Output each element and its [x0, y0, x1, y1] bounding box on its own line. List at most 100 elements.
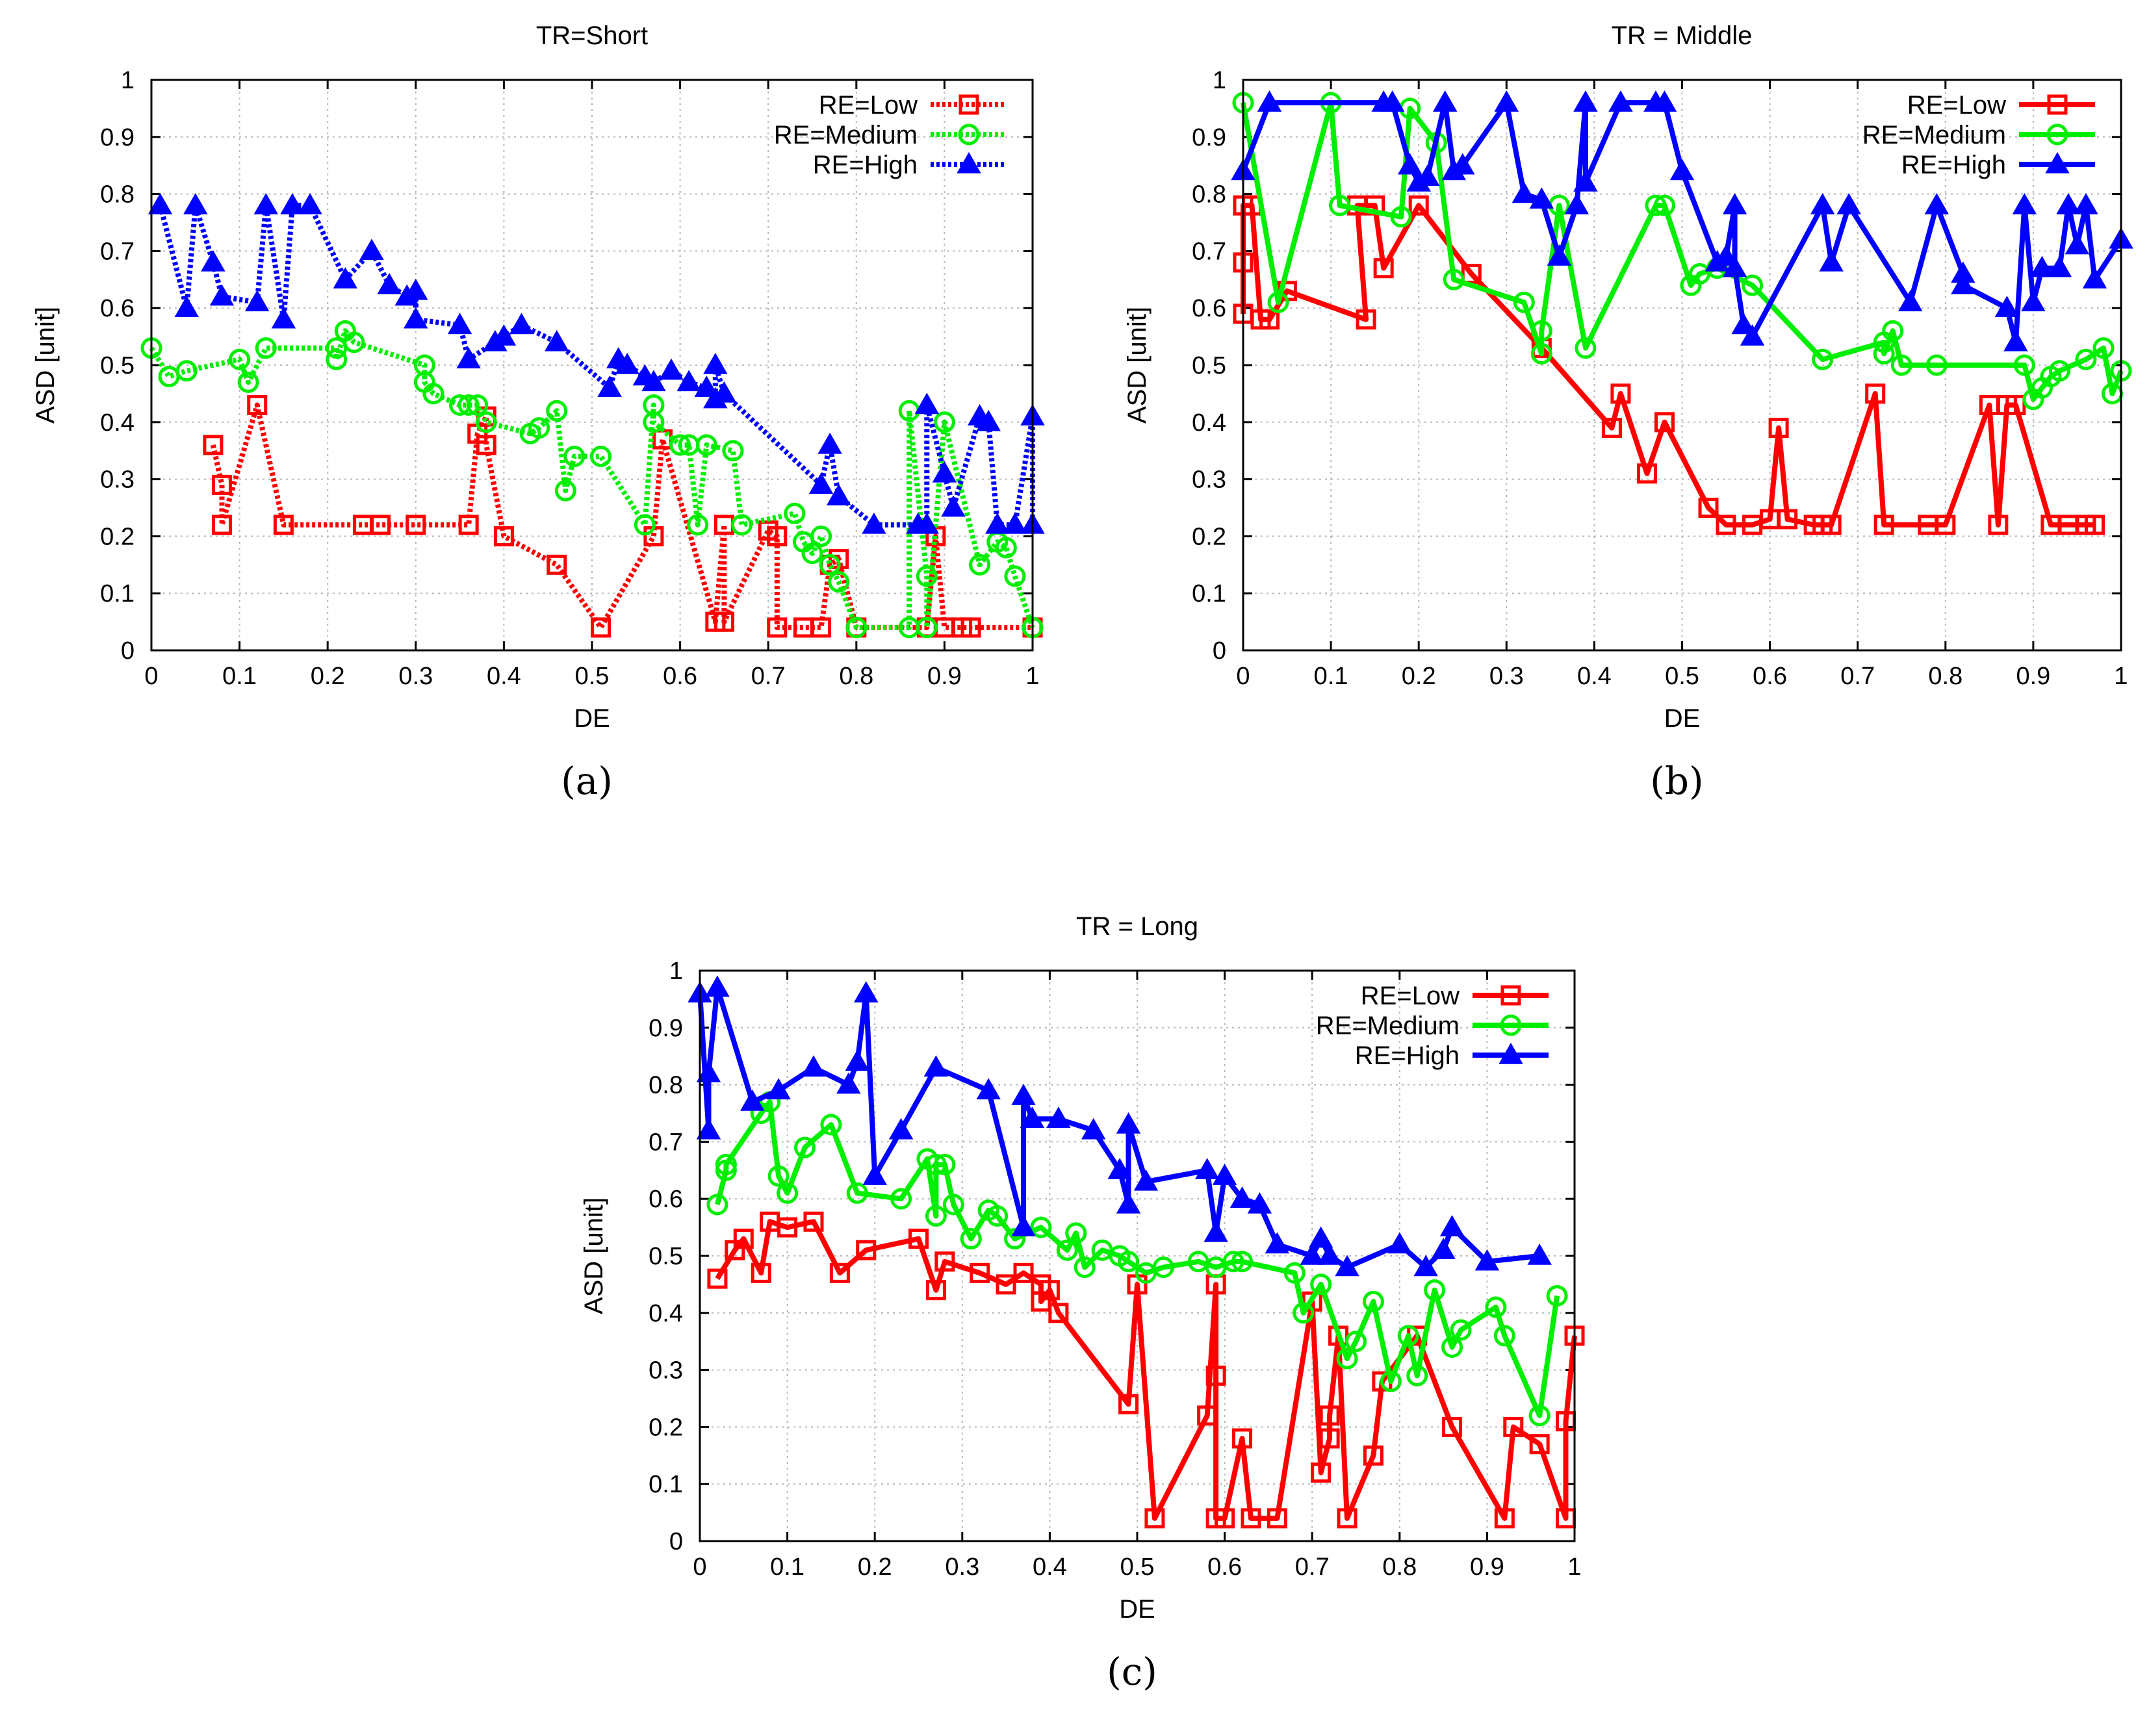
data-point [447, 313, 472, 335]
data-point [714, 515, 734, 535]
x-axis-label: DE [1664, 704, 1701, 733]
data-point [1608, 90, 1633, 112]
data-point [854, 981, 879, 1002]
data-point [715, 1159, 737, 1181]
legend-label: RE=Medium [1862, 121, 2006, 149]
data-point [1144, 1508, 1165, 1529]
y-tick-label: 0.7 [1192, 238, 1226, 265]
data-point [767, 1165, 790, 1187]
y-tick-label: 0.1 [100, 580, 135, 607]
legend-label: RE=Medium [774, 121, 918, 149]
series-re-high [688, 975, 1552, 1277]
data-point [273, 515, 294, 535]
data-point [1768, 418, 1789, 439]
data-point [1336, 1347, 1358, 1370]
y-tick-label: 0.5 [649, 1243, 683, 1270]
data-point [1257, 90, 1282, 112]
data-point [846, 1182, 868, 1204]
data-point [767, 617, 788, 638]
data-point [1408, 195, 1429, 216]
data-point [1212, 1164, 1237, 1185]
data-point [591, 617, 611, 638]
data-point [1988, 515, 2009, 535]
data-point [590, 445, 612, 467]
data-point [1882, 320, 1904, 342]
data-point [1819, 249, 1844, 272]
data-point [1529, 1434, 1550, 1455]
x-tick-label: 0.8 [839, 663, 873, 690]
y-tick-label: 0.3 [100, 466, 135, 494]
data-point [996, 1274, 1016, 1295]
data-point [1004, 565, 1026, 587]
data-point [914, 392, 940, 415]
data-point [1267, 1508, 1287, 1529]
legend-marker [1500, 1014, 1522, 1036]
x-axis-label: DE [574, 704, 610, 733]
data-point [404, 307, 428, 329]
data-point [942, 1194, 964, 1216]
data-point [1722, 193, 1747, 214]
data-point [976, 1078, 1001, 1100]
data-point [1731, 313, 1756, 335]
data-point [826, 483, 851, 505]
data-point [934, 617, 955, 638]
data-point [1528, 1405, 1551, 1427]
data-point [545, 329, 569, 351]
x-tick-label: 0.9 [2016, 663, 2050, 690]
chart-title: TR = Long [1076, 912, 1198, 941]
series-re-high [1231, 90, 2133, 351]
data-point [2056, 193, 2081, 214]
data-point [933, 411, 955, 433]
data-point [1390, 206, 1412, 228]
data-point [808, 472, 834, 494]
data-point [1450, 1319, 1472, 1341]
data-point [722, 440, 744, 462]
data-point [1319, 1428, 1340, 1449]
data-point [986, 1205, 1009, 1227]
data-point [405, 515, 426, 535]
data-point [1742, 274, 1764, 296]
y-tick-label: 0.4 [1192, 409, 1226, 437]
y-tick-label: 0.7 [649, 1129, 683, 1156]
x-tick-label: 0.7 [751, 663, 786, 690]
data-point [457, 394, 480, 416]
x-tick-label: 0.9 [927, 663, 962, 690]
data-point [1231, 1251, 1254, 1273]
data-point [2074, 193, 2098, 214]
data-point [970, 1262, 990, 1283]
data-point [2047, 255, 2072, 277]
data-point [1310, 1273, 1332, 1296]
data-point [1011, 1084, 1036, 1105]
x-tick-label: 0.3 [1489, 663, 1524, 690]
data-point [203, 435, 224, 455]
data-point [1335, 1255, 1359, 1277]
y-tick-label: 0.1 [649, 1471, 683, 1498]
data-point [669, 434, 691, 456]
data-point [767, 526, 788, 546]
data-point [888, 1117, 914, 1140]
x-tick-label: 0.8 [1928, 663, 1962, 690]
series-re-medium [1232, 92, 2132, 411]
series-line [149, 328, 1035, 630]
data-point [641, 370, 666, 392]
data-point [1669, 159, 1695, 181]
data-point [2065, 233, 2090, 255]
data-point [211, 474, 232, 495]
data-point [1601, 418, 1622, 439]
data-point [862, 1164, 887, 1185]
data-point [1546, 1284, 1568, 1307]
data-point [271, 307, 296, 329]
data-point [1873, 515, 1894, 535]
data-point [253, 193, 279, 214]
data-point [1494, 1508, 1515, 1529]
data-point [908, 1229, 929, 1249]
legend-marker [2045, 151, 2070, 173]
data-point [255, 337, 277, 359]
data-point [422, 383, 444, 405]
data-point [1722, 255, 1747, 277]
data-point [458, 515, 479, 535]
data-point [1485, 1296, 1507, 1318]
data-point [280, 193, 305, 214]
data-point [509, 313, 534, 335]
y-tick-label: 0 [1213, 637, 1226, 665]
